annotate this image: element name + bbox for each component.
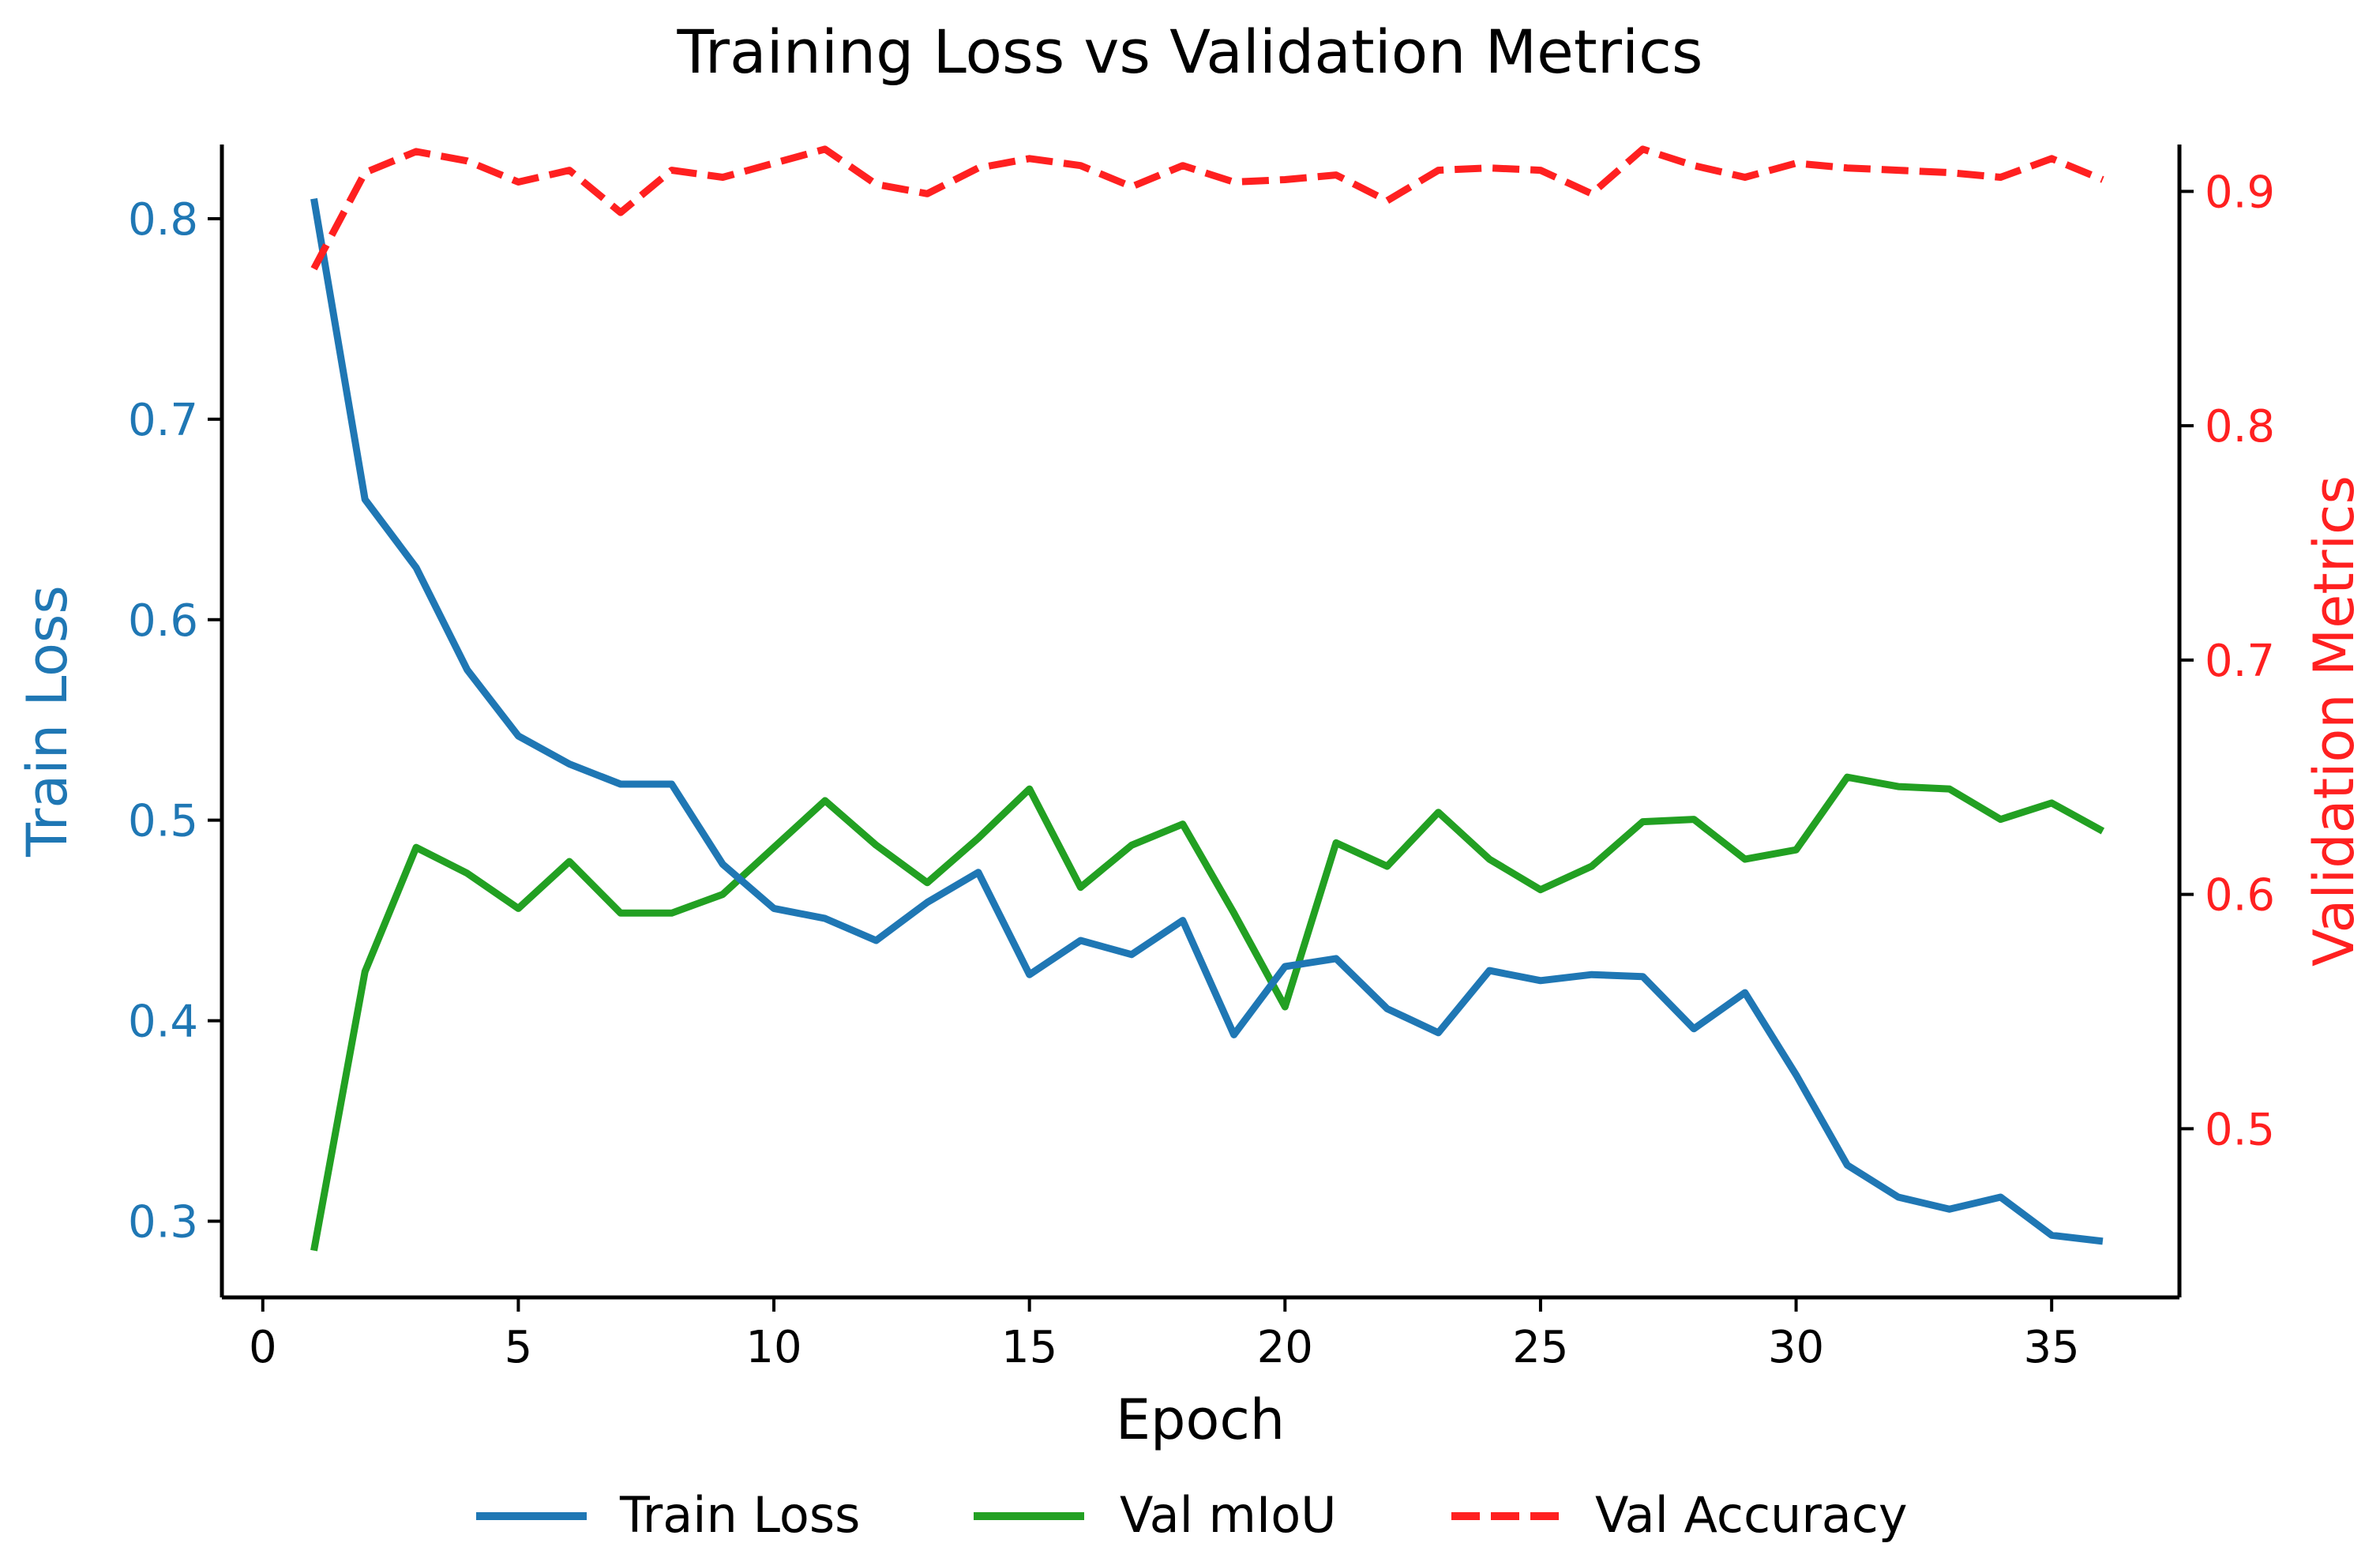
x-tick-label: 10: [745, 1322, 801, 1373]
x-tick-label: 35: [2024, 1322, 2080, 1373]
x-tick-label: 0: [249, 1322, 277, 1373]
right-y-tick-label: 0.9: [2205, 167, 2275, 218]
right-axis-label: Validation Metrics: [2302, 475, 2367, 967]
left-axis-label: Train Loss: [15, 585, 80, 858]
legend-label-val-accuracy: Val Accuracy: [1595, 1486, 1908, 1544]
left-y-tick-label: 0.5: [128, 796, 198, 847]
x-tick-label: 20: [1257, 1322, 1313, 1373]
legend: Train Loss Val mIoU Val Accuracy: [476, 1486, 1908, 1544]
right-y-tick-label: 0.5: [2205, 1104, 2275, 1155]
grid-layer: 0 5 10 15 20 25 30 35 0.3 0.4 0.5 0.6 0.7 0.8 0.5 0.6 0.…: [128, 167, 2275, 1373]
chart-title: Training Loss vs Validation Metrics: [677, 17, 1703, 87]
right-y-tick-label: 0.6: [2205, 870, 2275, 922]
left-y-tick-label: 0.4: [128, 997, 198, 1048]
right-y-tick-label: 0.8: [2205, 401, 2275, 452]
left-y-tick-label: 0.8: [128, 194, 198, 246]
x-tick-label: 30: [1768, 1322, 1824, 1373]
legend-label-train-loss: Train Loss: [619, 1486, 860, 1544]
series-layer: [310, 145, 2105, 1252]
x-tick-label: 5: [505, 1322, 533, 1373]
series-line-train-loss: [310, 197, 2104, 1245]
x-axis-label: Epoch: [1116, 1387, 1285, 1452]
x-tick-label: 25: [1512, 1322, 1568, 1373]
left-y-tick-label: 0.3: [128, 1197, 198, 1248]
series-line-val-miou: [310, 773, 2105, 1252]
left-y-tick-label: 0.6: [128, 595, 198, 647]
legend-label-val-miou: Val mIoU: [1120, 1486, 1337, 1544]
x-tick-label: 15: [1001, 1322, 1057, 1373]
series-line-val-accuracy: [310, 145, 2104, 271]
right-y-tick-label: 0.7: [2205, 636, 2275, 687]
left-y-tick-label: 0.7: [128, 395, 198, 446]
